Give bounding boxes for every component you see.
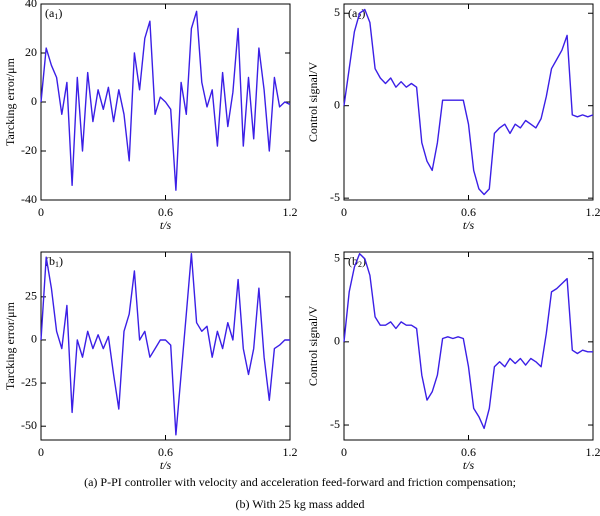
y-axis-label: Tarcking error/μm [3, 57, 17, 146]
y-tick-label: -50 [21, 418, 37, 432]
y-tick-label: -5 [330, 417, 340, 431]
y-tick-label: 20 [25, 45, 37, 59]
y-tick-label: 0 [334, 334, 340, 348]
y-axis-label: Control signal/V [306, 62, 320, 143]
x-tick-label: 0 [38, 445, 44, 459]
panel-label-part: ) [362, 254, 366, 268]
x-axis-label: t/s [463, 218, 475, 232]
y-tick-label: 40 [25, 0, 37, 10]
panel-label-part: (b [348, 254, 358, 268]
y-tick-label: -20 [21, 143, 37, 157]
y-tick-label: 5 [334, 250, 340, 264]
caption-line: (a) P-PI controller with velocity and ac… [84, 475, 516, 489]
panel-label-part: ) [59, 254, 63, 268]
y-tick-label: -25 [21, 375, 37, 389]
signal-trace [40, 10, 291, 191]
x-tick-label: 1.2 [283, 445, 298, 459]
panel-label-part: 1 [55, 260, 59, 269]
signal-trace [343, 8, 594, 196]
y-tick-label: 0 [31, 332, 37, 346]
panel-label-part: (a [348, 6, 358, 20]
plot-frame [343, 251, 594, 441]
x-tick-label: 0.6 [461, 445, 476, 459]
x-tick-label: 0 [341, 205, 347, 219]
x-tick-label: 0 [341, 445, 347, 459]
panel-label-part: ) [58, 6, 62, 20]
y-axis-label: Control signal/V [306, 306, 320, 387]
panel-label: (a2) [348, 6, 365, 21]
x-tick-label: 1.2 [586, 445, 600, 459]
x-tick-label: 0.6 [461, 205, 476, 219]
x-tick-label: 0.6 [158, 205, 173, 219]
panel-label-part: (b [45, 254, 55, 268]
x-axis-label: t/s [463, 458, 475, 472]
panel-label-part: ) [361, 6, 365, 20]
y-tick-label: 5 [334, 5, 340, 19]
panel-label-part: (a [45, 6, 55, 20]
plot-frame [40, 251, 291, 441]
y-tick-label: 0 [334, 97, 340, 111]
caption-line: (b) With 25 kg mass added [236, 497, 365, 511]
panel-label: (b1) [45, 254, 63, 269]
x-tick-label: 1.2 [586, 205, 600, 219]
x-axis-label: t/s [160, 458, 172, 472]
plot-frame [343, 3, 594, 201]
y-tick-label: 25 [25, 289, 37, 303]
x-tick-label: 0.6 [158, 445, 173, 459]
panel-label: (a1) [45, 6, 62, 21]
x-axis-label: t/s [160, 218, 172, 232]
panel-label: (b2) [348, 254, 366, 269]
panel-label-part: 2 [358, 260, 362, 269]
signal-trace [40, 253, 290, 436]
y-axis-label: Tarcking error/μm [3, 301, 17, 390]
y-tick-label: -40 [21, 192, 37, 206]
y-tick-label: 0 [31, 94, 37, 108]
y-tick-label: -5 [330, 190, 340, 204]
x-tick-label: 0 [38, 205, 44, 219]
signal-trace [343, 253, 593, 430]
panel-label-part: 1 [54, 12, 58, 21]
x-tick-label: 1.2 [283, 205, 298, 219]
